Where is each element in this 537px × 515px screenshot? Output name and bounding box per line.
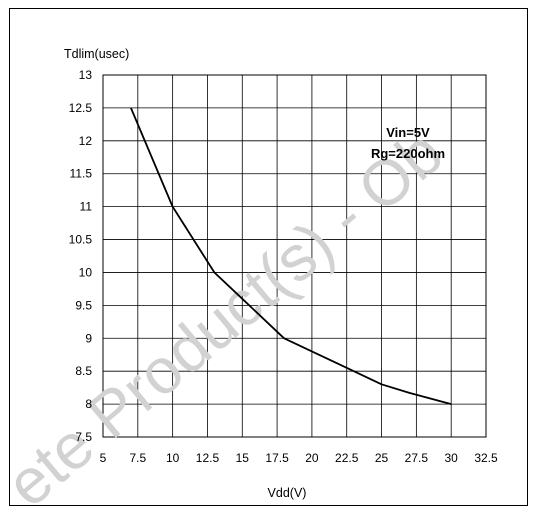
x-tick-label: 30 <box>445 451 459 465</box>
annotation-rg: Rg=220ohm <box>371 146 445 161</box>
x-tick-label: 7.5 <box>129 451 146 465</box>
y-tick-label: 12.5 <box>69 101 93 115</box>
y-tick-label: 11 <box>80 200 93 214</box>
x-axis-label: Vdd(V) <box>268 486 307 500</box>
plot-area-border <box>102 74 487 438</box>
y-tick-label: 7.5 <box>75 430 92 444</box>
y-tick-label: 9 <box>85 331 92 345</box>
y-tick-labels: 7.5 8 8.5 9 9.5 10 10.5 11 11.5 12 12.5 13 <box>69 68 93 444</box>
y-tick-label: 8.5 <box>75 364 92 378</box>
annotation-vin: Vin=5V <box>386 125 430 140</box>
y-tick-label: 11.5 <box>70 167 93 181</box>
chart-frame <box>9 8 528 506</box>
y-tick-label: 10.5 <box>69 233 93 247</box>
x-tick-labels: 5 7.5 10 12.5 15 17.5 20 22.5 25 27.5 30 32.5 <box>100 451 498 465</box>
x-tick-label: 22.5 <box>335 451 359 465</box>
x-tick-label: 15 <box>236 451 250 465</box>
grid <box>102 74 487 438</box>
y-tick-label: 10 <box>79 265 93 279</box>
y-tick-label: 12 <box>79 134 93 148</box>
x-tick-label: 10 <box>166 451 180 465</box>
series-layer <box>130 107 452 405</box>
x-tick-label: 5 <box>100 451 107 465</box>
x-tick-label: 20 <box>305 451 319 465</box>
y-tick-label: 9.5 <box>75 298 92 312</box>
x-tick-label: 32.5 <box>474 451 498 465</box>
x-tick-label: 17.5 <box>265 451 289 465</box>
y-axis-label: Tdlim(usec) <box>64 47 129 61</box>
x-tick-label: 12.5 <box>196 451 220 465</box>
x-tick-label: 27.5 <box>405 451 429 465</box>
x-tick-label: 25 <box>375 451 389 465</box>
y-tick-label: 13 <box>79 68 93 82</box>
y-tick-label: 8 <box>85 397 92 411</box>
series-line <box>130 107 452 405</box>
